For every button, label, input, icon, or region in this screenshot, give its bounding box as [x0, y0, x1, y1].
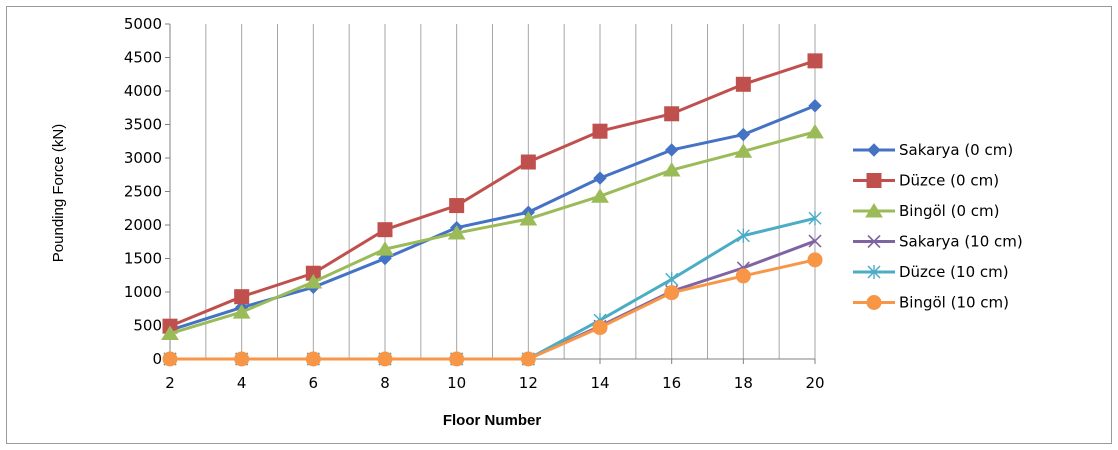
legend-item: Sakarya (10 cm): [853, 233, 1023, 251]
y-tick-label: 1000: [124, 283, 162, 301]
data-point: [807, 252, 823, 268]
y-tick-label: 1500: [124, 250, 162, 268]
data-point: [234, 289, 250, 305]
series-1: [162, 53, 823, 334]
data-point: [806, 123, 824, 139]
y-tick-label: 5000: [124, 15, 162, 33]
data-point: [736, 127, 751, 142]
data-point: [735, 268, 751, 284]
data-point: [447, 225, 466, 240]
data-point: [520, 154, 536, 170]
legend-item: Bingöl (0 cm): [853, 202, 999, 220]
data-point: [808, 211, 822, 226]
legend-marker: [866, 173, 882, 188]
y-tick-label: 2500: [124, 183, 162, 201]
x-tick-label: 14: [590, 374, 609, 392]
data-point: [305, 351, 321, 367]
data-point: [449, 198, 465, 214]
legend-item: Bingöl (10 cm): [853, 294, 1009, 312]
data-point: [376, 241, 394, 256]
x-tick-label: 16: [662, 374, 681, 392]
marker-stroke: [808, 234, 822, 248]
marker-stroke: [867, 234, 881, 249]
x-tick-label: 4: [237, 374, 247, 392]
data-point: [665, 272, 679, 287]
data-point: [664, 106, 680, 122]
legend-label: Bingöl (10 cm): [899, 294, 1009, 312]
series-line: [169, 130, 816, 335]
x-tick-label: 2: [165, 374, 175, 392]
chart-frame: [6, 6, 1112, 444]
data-point: [377, 222, 393, 238]
legend-label: Sakarya (0 cm): [899, 141, 1013, 159]
legend-item: Düzce (0 cm): [853, 172, 999, 190]
x-tick-label: 6: [309, 374, 319, 392]
tick-labels: 0 500 1000 1500 2000 2500 3000 3500 4000 4500 5000…: [124, 15, 825, 392]
series-2: [161, 123, 824, 341]
grid: [169, 24, 816, 359]
legend-label: Sakarya (10 cm): [899, 233, 1023, 251]
data-point: [664, 285, 680, 301]
legend-item: Sakarya (0 cm): [853, 141, 1013, 159]
legend-marker: [866, 295, 882, 310]
data-point: [592, 320, 608, 336]
y-tick-label: 0: [152, 350, 162, 368]
legend-item: Düzce (10 cm): [853, 263, 1009, 281]
data-point: [808, 234, 822, 248]
x-axis-title: Floor Number: [443, 412, 541, 429]
data-point: [593, 171, 607, 185]
data-point: [664, 143, 679, 157]
series: [161, 53, 824, 367]
x-tick-label: 10: [447, 374, 466, 392]
legend-marker: [865, 203, 883, 218]
y-tick-label: 500: [133, 317, 162, 335]
legend: Sakarya (0 cm) Düzce (0 cm) Bingöl (0 cm) S…: [853, 141, 1023, 312]
data-point: [734, 143, 753, 158]
y-tick-label: 3000: [124, 149, 162, 167]
y-tick-label: 3500: [124, 116, 162, 134]
data-point: [808, 99, 822, 113]
data-point: [520, 351, 536, 367]
data-point: [161, 325, 179, 341]
data-point: [162, 351, 178, 367]
y-tick-label: 2000: [124, 216, 162, 234]
data-point: [736, 228, 750, 243]
data-point: [449, 351, 465, 367]
x-tick-label: 20: [805, 374, 824, 392]
legend-marker: [867, 265, 881, 279]
legend-label: Düzce (10 cm): [899, 263, 1009, 281]
series-line: [170, 258, 816, 361]
legend-marker: [867, 143, 881, 157]
x-tick-label: 8: [380, 374, 390, 392]
data-point: [234, 351, 250, 367]
x-tick-label: 18: [734, 374, 753, 392]
data-point: [592, 123, 608, 139]
series-5: [162, 252, 823, 367]
legend-label: Düzce (0 cm): [899, 172, 999, 190]
data-point: [662, 162, 681, 177]
legend-label: Bingöl (0 cm): [899, 202, 999, 220]
y-tick-label: 4500: [124, 49, 162, 67]
data-point: [304, 273, 323, 289]
x-tick-label: 12: [519, 374, 538, 392]
data-point: [232, 304, 251, 319]
data-point: [591, 188, 609, 203]
data-point: [519, 211, 538, 226]
data-point: [377, 351, 393, 367]
legend-marker: [867, 234, 881, 249]
y-tick-label: 4000: [124, 82, 162, 100]
y-axis-title: Pounding Force (kN): [50, 124, 67, 262]
series-line: [169, 59, 816, 328]
axes: [165, 23, 816, 364]
data-point: [807, 53, 823, 69]
data-point: [735, 76, 751, 92]
